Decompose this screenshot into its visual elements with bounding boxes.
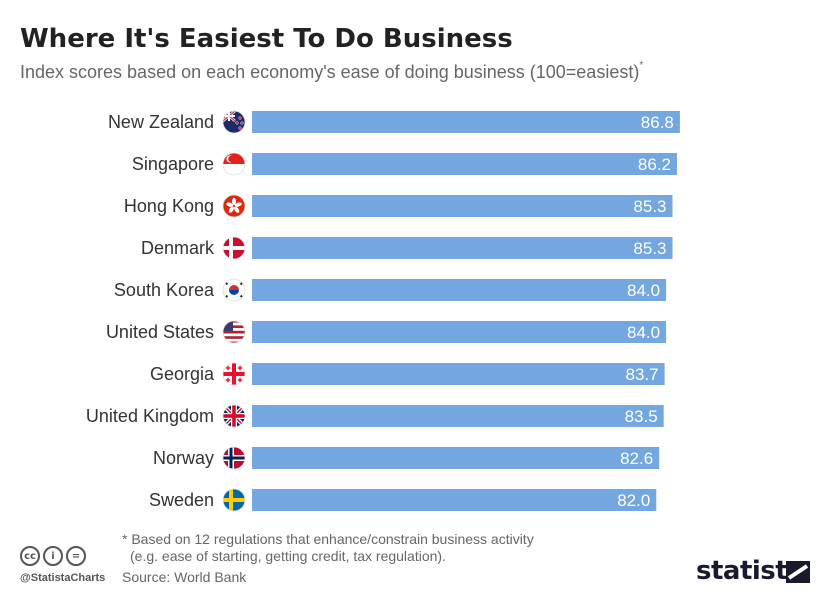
subtitle-text: Index scores based on each economy's eas… (20, 62, 640, 82)
category-label: Denmark (141, 238, 215, 258)
attribution-icon: i (43, 546, 63, 566)
category-label: Sweden (149, 490, 214, 510)
new-zealand-flag-icon (222, 110, 246, 134)
value-label: 83.7 (626, 365, 659, 384)
bar (252, 279, 667, 301)
footnote-line-1: * Based on 12 regulations that enhance/c… (122, 531, 534, 547)
singapore-flag-icon (222, 152, 246, 176)
bars-layer: New Zealand 86.8 Singapore 86.2 Hong Kong 85.… (86, 110, 680, 512)
bar (252, 321, 667, 343)
source-note: Source: World Bank (122, 569, 247, 585)
category-label: Singapore (132, 154, 214, 174)
value-label: 86.8 (641, 113, 674, 132)
georgia-flag-icon (222, 362, 246, 386)
united-kingdom-flag-icon (222, 404, 246, 428)
bar (252, 195, 673, 217)
footnote-line-2: (e.g. ease of starting, getting credit, … (130, 548, 446, 564)
chart-title: Where It's Easiest To Do Business (20, 24, 513, 54)
value-label: 83.5 (625, 407, 658, 426)
category-label: United States (106, 322, 214, 342)
license-icons: cc i = (20, 546, 86, 566)
bar (252, 111, 680, 133)
bar (252, 447, 660, 469)
category-label: Georgia (150, 364, 215, 384)
united-states-flag-icon (222, 320, 246, 344)
bar (252, 237, 673, 259)
value-label: 85.3 (633, 197, 666, 216)
value-label: 82.6 (620, 449, 653, 468)
footnote: * Based on 12 regulations that enhance/c… (122, 531, 534, 565)
value-label: 84.0 (627, 323, 660, 342)
hong-kong-flag-icon (222, 194, 246, 218)
value-label: 86.2 (638, 155, 671, 174)
value-label: 82.0 (617, 491, 650, 510)
twitter-handle: @StatistaCharts (20, 572, 106, 584)
value-label: 85.3 (633, 239, 666, 258)
category-label: United Kingdom (86, 406, 214, 426)
south-korea-flag-icon (222, 278, 246, 302)
value-label: 84.0 (627, 281, 660, 300)
sweden-flag-icon (222, 488, 246, 512)
norway-flag-icon (222, 446, 246, 470)
bar (252, 363, 665, 385)
bar (252, 153, 677, 175)
subtitle-marker: * (639, 60, 644, 71)
chart-subtitle: Index scores based on each economy's eas… (20, 60, 644, 83)
bar (252, 405, 664, 427)
no-derivatives-icon: = (66, 546, 86, 566)
bar (252, 489, 657, 511)
creative-commons-icon: cc (20, 546, 40, 566)
statista-logo-mark (786, 561, 810, 583)
category-label: Hong Kong (124, 196, 214, 216)
bar-chart: New Zealand 86.8 Singapore 86.2 Hong Kong 85.… (86, 110, 680, 512)
denmark-flag-icon (222, 236, 246, 260)
category-label: South Korea (114, 280, 215, 300)
category-label: Norway (153, 448, 214, 468)
category-label: New Zealand (108, 112, 214, 132)
